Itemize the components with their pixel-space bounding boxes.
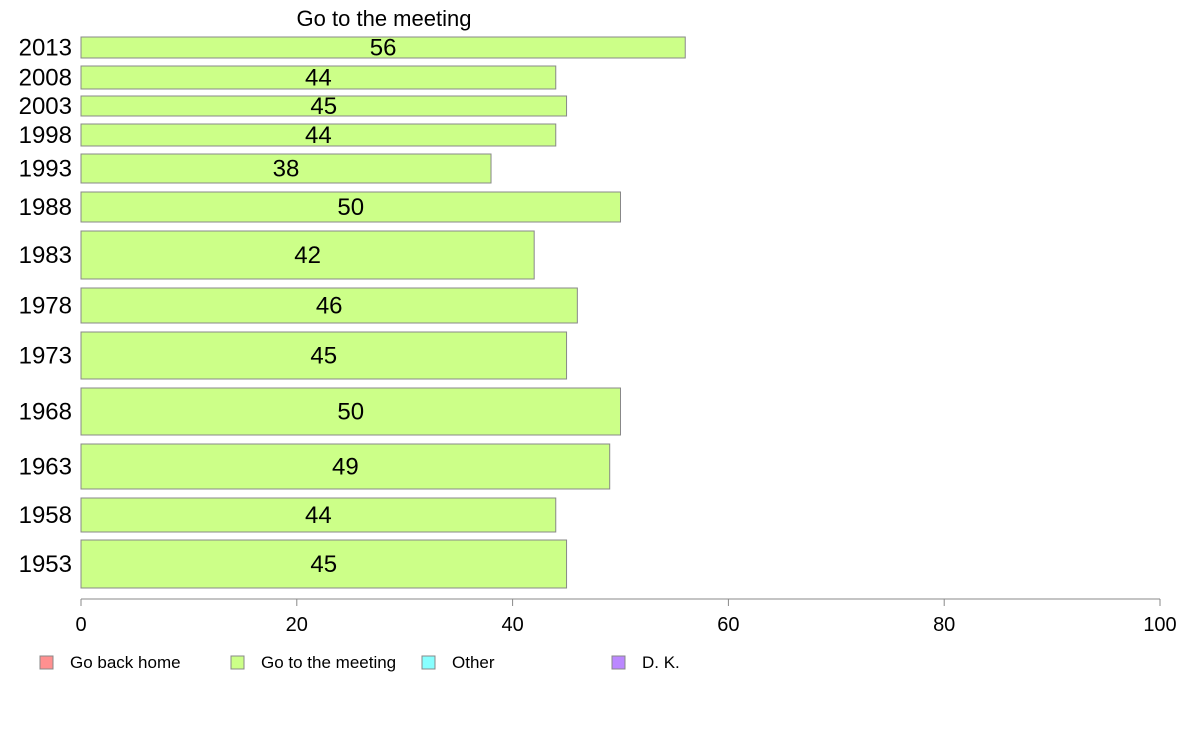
category-label-1993: 1993 bbox=[19, 156, 72, 183]
legend-label-1: Go to the meeting bbox=[261, 653, 396, 672]
category-label-1958: 1958 bbox=[19, 502, 72, 529]
value-label-1993: 38 bbox=[273, 156, 300, 183]
legend-label-2: Other bbox=[452, 653, 495, 672]
bar-1968 bbox=[80, 387, 621, 436]
x-tick-label-100: 100 bbox=[1143, 614, 1176, 636]
x-axis: 0 20 40 60 80 100 bbox=[75, 598, 1177, 636]
chart-title: Go to the meeting bbox=[297, 6, 472, 31]
bar-2013 bbox=[80, 36, 686, 59]
value-label-1973: 45 bbox=[310, 343, 337, 370]
category-label-1983: 1983 bbox=[19, 242, 72, 269]
bar-1958 bbox=[80, 497, 557, 533]
legend-swatch-0 bbox=[39, 655, 54, 670]
x-tick-label-0: 0 bbox=[75, 614, 86, 636]
bar-1988 bbox=[80, 191, 621, 223]
bar-1983 bbox=[80, 230, 535, 280]
value-label-1998: 44 bbox=[305, 122, 332, 149]
x-tick-label-60: 60 bbox=[717, 614, 739, 636]
x-tick-label-40: 40 bbox=[501, 614, 523, 636]
category-label-2003: 2003 bbox=[19, 93, 72, 120]
bar-2008 bbox=[80, 65, 557, 90]
legend-swatch-2 bbox=[421, 655, 436, 670]
legend-label-3: D. K. bbox=[642, 653, 680, 672]
legend: Go back home Go to the meeting Other D. K. bbox=[39, 653, 680, 672]
category-label-2013: 2013 bbox=[19, 35, 72, 62]
bar-1973 bbox=[80, 331, 568, 380]
value-label-2013: 56 bbox=[370, 35, 397, 62]
bar-1953 bbox=[80, 539, 568, 589]
category-label-1988: 1988 bbox=[19, 194, 72, 221]
value-label-2008: 44 bbox=[305, 65, 332, 92]
value-label-1953: 45 bbox=[310, 551, 337, 578]
category-label-1998: 1998 bbox=[19, 122, 72, 149]
x-tick-label-80: 80 bbox=[933, 614, 955, 636]
value-label-2003: 45 bbox=[310, 93, 337, 120]
bar-1998 bbox=[80, 123, 557, 147]
value-label-1978: 46 bbox=[316, 293, 343, 320]
category-label-1968: 1968 bbox=[19, 399, 72, 426]
category-label-1973: 1973 bbox=[19, 343, 72, 370]
bar-1993 bbox=[80, 153, 492, 184]
value-label-1968: 50 bbox=[337, 399, 364, 426]
legend-label-0: Go back home bbox=[70, 653, 181, 672]
category-label-1963: 1963 bbox=[19, 454, 72, 481]
legend-swatch-1 bbox=[230, 655, 245, 670]
bars-group: 2013 56 2008 44 2003 45 1998 44 1993 38 1988 50 1983… bbox=[19, 35, 686, 589]
bar-1963 bbox=[80, 443, 611, 490]
category-label-2008: 2008 bbox=[19, 65, 72, 92]
bar-1978 bbox=[80, 287, 578, 324]
value-label-1963: 49 bbox=[332, 454, 359, 481]
category-label-1953: 1953 bbox=[19, 551, 72, 578]
legend-swatch-3 bbox=[611, 655, 626, 670]
x-tick-label-20: 20 bbox=[286, 614, 308, 636]
value-label-1988: 50 bbox=[337, 194, 364, 221]
value-label-1958: 44 bbox=[305, 502, 332, 529]
bar-2003 bbox=[80, 95, 568, 117]
value-label-1983: 42 bbox=[294, 242, 321, 269]
category-label-1978: 1978 bbox=[19, 293, 72, 320]
